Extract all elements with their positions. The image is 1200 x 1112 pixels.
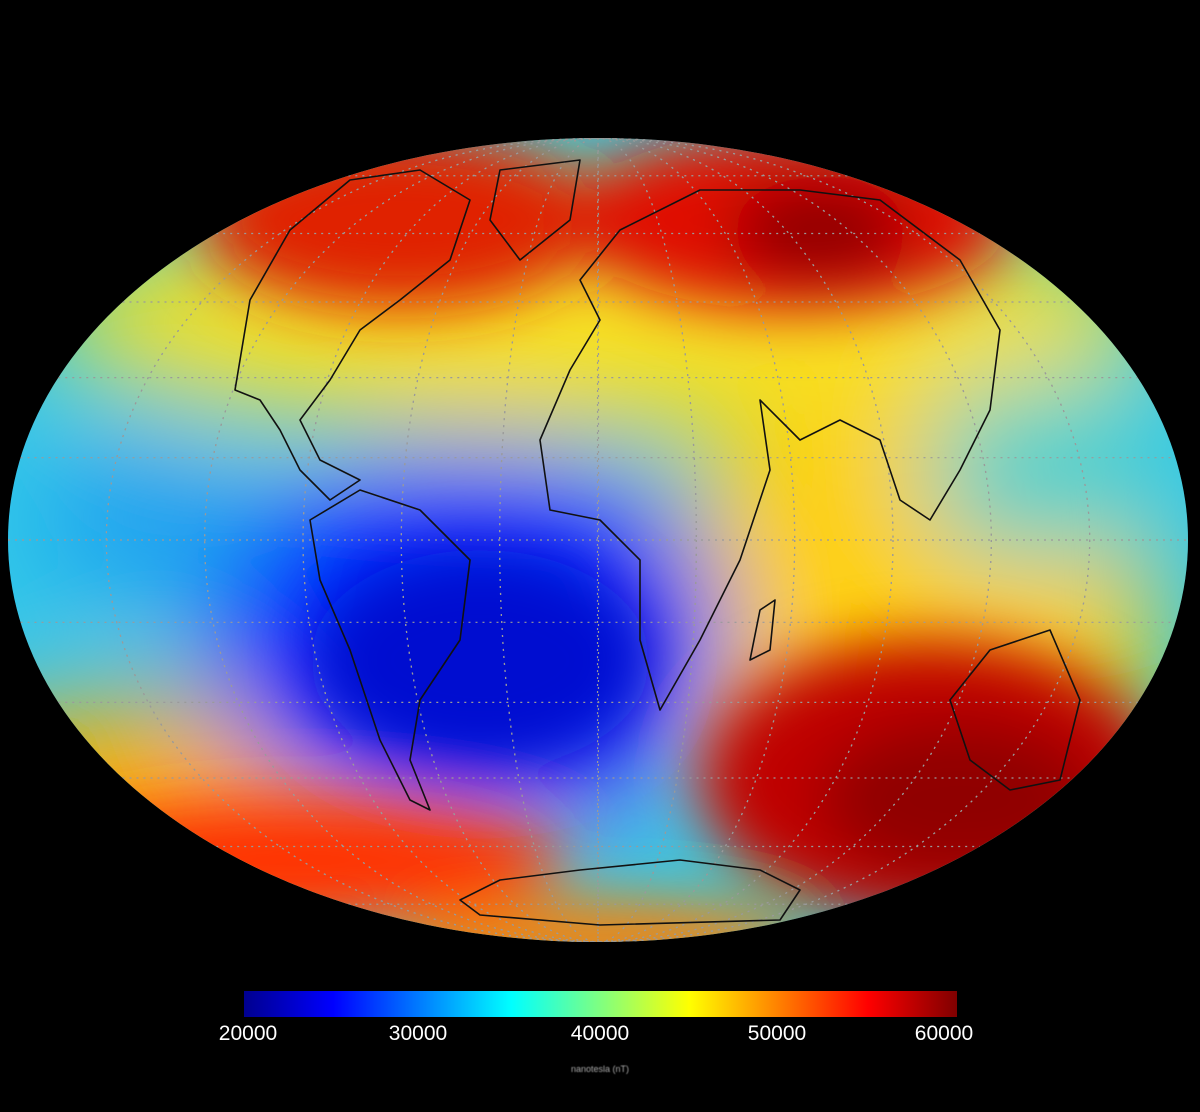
colorbar-tick: 20000 [218,1022,278,1045]
colorbar [244,991,957,1017]
colorbar-tick: 30000 [388,1022,448,1045]
colorbar-tick: 50000 [747,1022,807,1045]
coast-south-america [309,489,471,811]
meridian [596,138,600,942]
meridian [105,138,1091,942]
graticule [8,138,1188,942]
coast-africa-eurasia [539,189,1001,711]
meridian [499,138,697,942]
coast-australia [949,629,1081,791]
colorbar-tick: 60000 [914,1022,974,1045]
coast-madagascar [749,599,776,661]
colorbar-tick: 40000 [570,1022,630,1045]
colorbar-label: nanotesla (nT) [570,1064,630,1074]
coast-north-america [234,169,471,501]
coast-greenland [489,159,581,261]
coastlines [234,159,1081,926]
meridian [204,138,992,942]
field-layer [8,138,1188,942]
coast-antarctica [459,859,801,926]
